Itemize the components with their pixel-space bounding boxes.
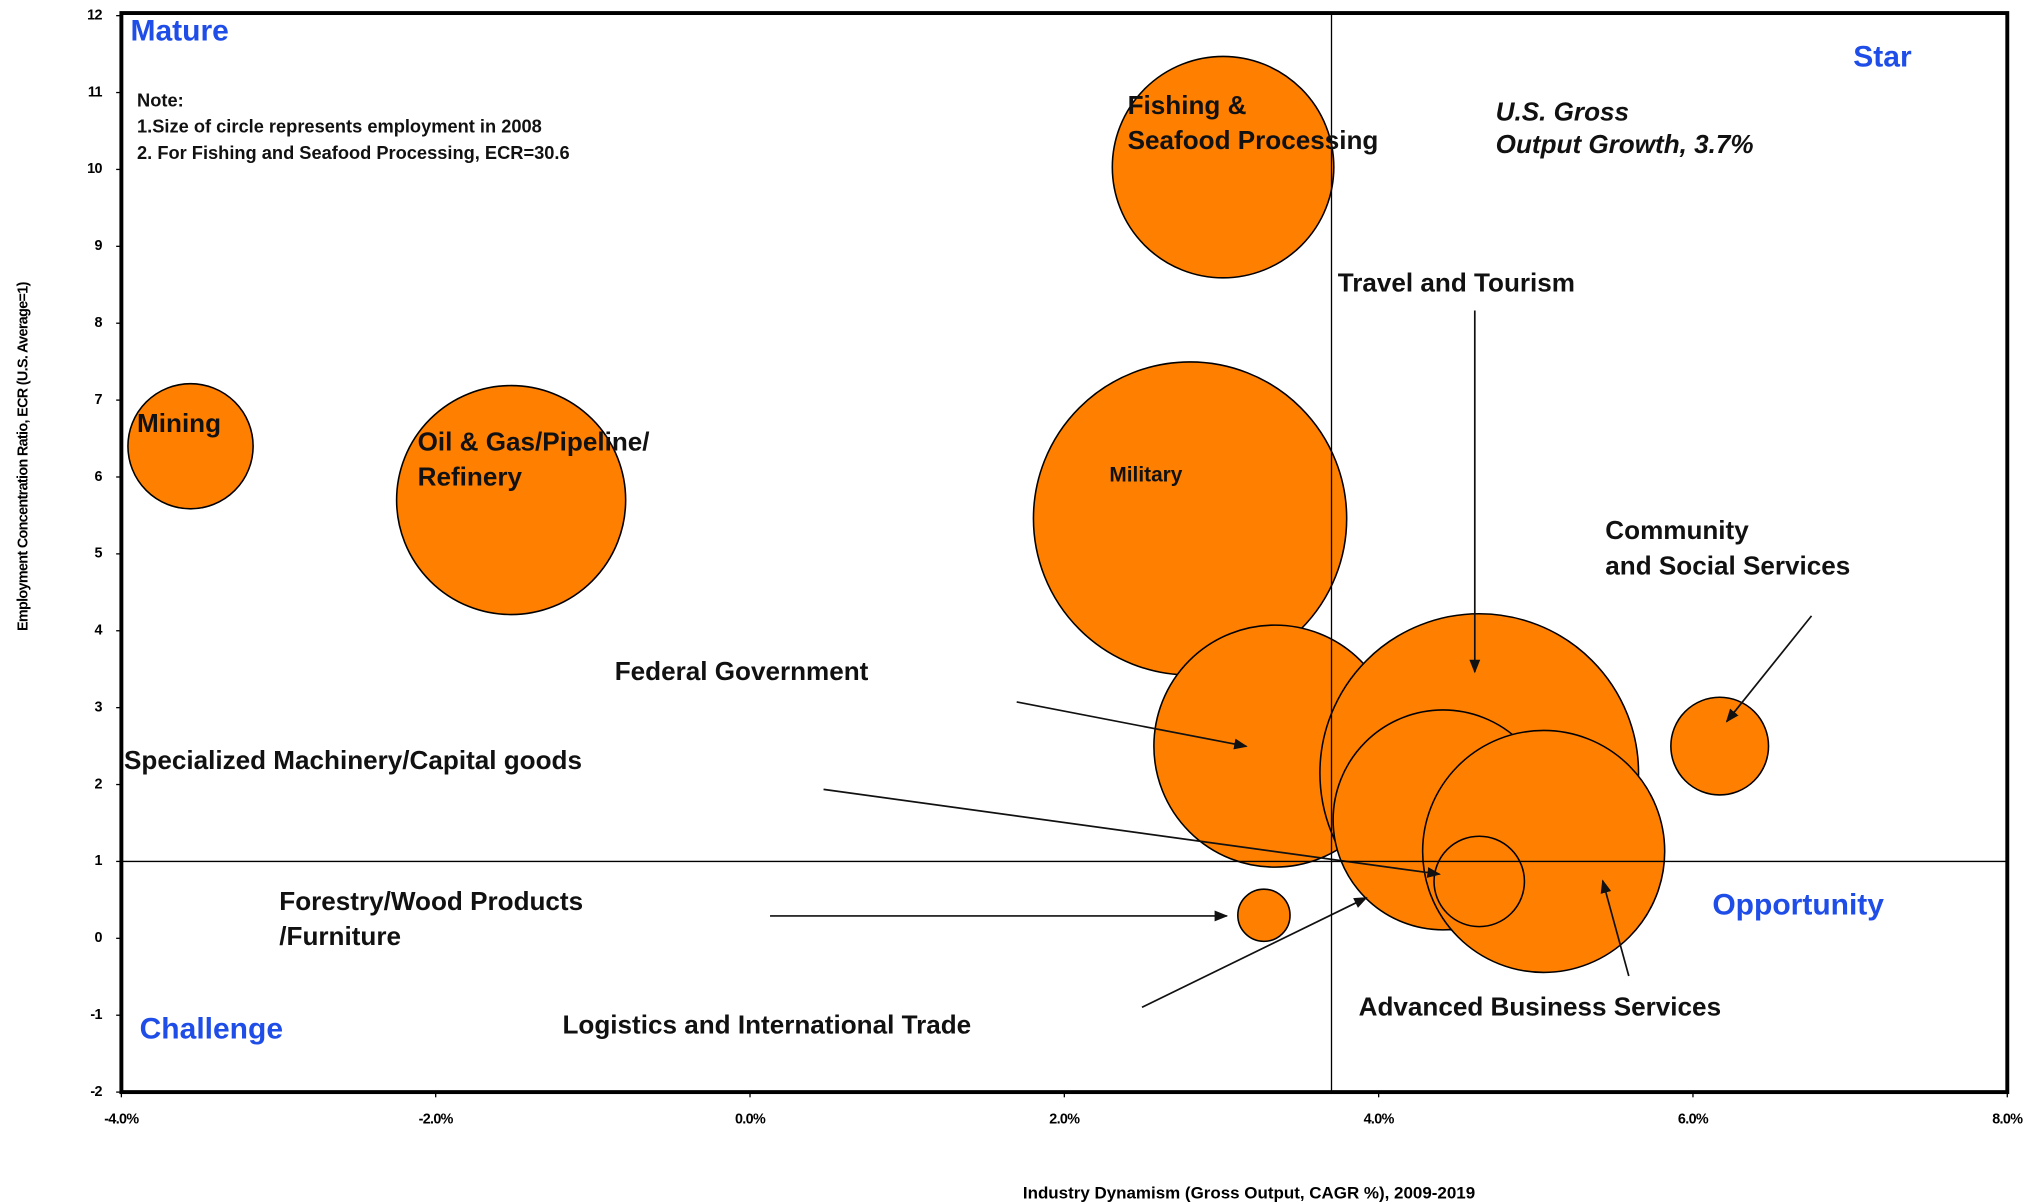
x-tick-label: 6.0% <box>1678 1111 1709 1127</box>
y-tick-label: 9 <box>94 238 102 254</box>
y-tick-label: 0 <box>94 930 102 946</box>
arrow <box>1725 615 1813 723</box>
arrow <box>823 788 1441 878</box>
bubble <box>1433 835 1526 928</box>
x-tick-label: 4.0% <box>1364 1111 1395 1127</box>
reference-label: U.S. Gross <box>1496 96 1629 126</box>
x-tick-label: -4.0% <box>104 1111 139 1127</box>
bubble-label: Military <box>1109 464 1182 487</box>
y-tick-label: 7 <box>94 392 102 408</box>
y-tick-label: -1 <box>90 1007 102 1023</box>
y-tick-label: 11 <box>88 84 103 100</box>
bubble-label: Community <box>1605 515 1749 545</box>
bubble-label: Specialized Machinery/Capital goods <box>124 745 582 775</box>
bubble-label: Fishing & <box>1128 90 1247 120</box>
bubbles <box>127 55 1770 974</box>
x-tick-label: -2.0% <box>419 1111 454 1127</box>
x-axis-title: Industry Dynamism (Gross Output, CAGR %)… <box>1023 1183 1475 1202</box>
x-tick-label: 8.0% <box>1992 1111 2023 1127</box>
bubble-label: and Social Services <box>1605 550 1850 580</box>
y-tick-label: 2 <box>94 776 102 792</box>
reference-label: Output Growth, 3.7% <box>1496 129 1754 159</box>
bubble <box>127 382 254 510</box>
quadrant-label: Challenge <box>140 1013 283 1046</box>
arrow <box>1016 701 1248 750</box>
bubble <box>395 384 627 616</box>
overlay: Mature Star Opportunity Challenge Note: … <box>15 7 2024 1202</box>
bubble-label: Forestry/Wood Products <box>279 886 583 916</box>
note: Note: <box>137 90 184 111</box>
y-tick-label: 8 <box>94 315 102 331</box>
quadrant-label: Star <box>1853 41 1912 74</box>
y-tick-label: 6 <box>94 469 102 485</box>
y-axis-title: Employment Concentration Ratio, ECR (U.S… <box>15 281 31 631</box>
bubble-label: Mining <box>137 408 221 438</box>
y-tick-label: 5 <box>94 546 102 562</box>
quadrant-label: Opportunity <box>1712 889 1884 922</box>
arrow <box>1141 896 1368 1009</box>
bubble-label: /Furniture <box>279 921 401 951</box>
y-tick-label: 3 <box>94 699 102 715</box>
bubble-label: Refinery <box>418 462 523 492</box>
bubble-label: Federal Government <box>615 656 869 686</box>
y-tick-label: -2 <box>90 1084 102 1100</box>
quadrant-label: Mature <box>131 15 229 48</box>
bubble-label: Travel and Tourism <box>1338 267 1575 297</box>
y-tick-label: 4 <box>94 623 102 639</box>
bubble <box>1670 696 1770 796</box>
y-tick-label: 10 <box>87 161 102 177</box>
note: 1.Size of circle represents employment i… <box>137 116 542 137</box>
bubble <box>1111 55 1335 279</box>
bubble-label: Logistics and International Trade <box>563 1010 972 1040</box>
y-tick-label: 12 <box>87 7 102 23</box>
note: 2. For Fishing and Seafood Processing, E… <box>137 142 570 163</box>
arrow <box>1600 879 1630 977</box>
bubble-label: Seafood Processing <box>1128 125 1379 155</box>
x-tick-label: 0.0% <box>735 1111 766 1127</box>
y-tick-label: 1 <box>94 853 102 869</box>
bubble-label: Oil & Gas/Pipeline/ <box>418 427 650 457</box>
bubble-label: Advanced Business Services <box>1359 991 1721 1021</box>
bubble <box>1237 888 1291 943</box>
x-tick-label: 2.0% <box>1049 1111 1080 1127</box>
